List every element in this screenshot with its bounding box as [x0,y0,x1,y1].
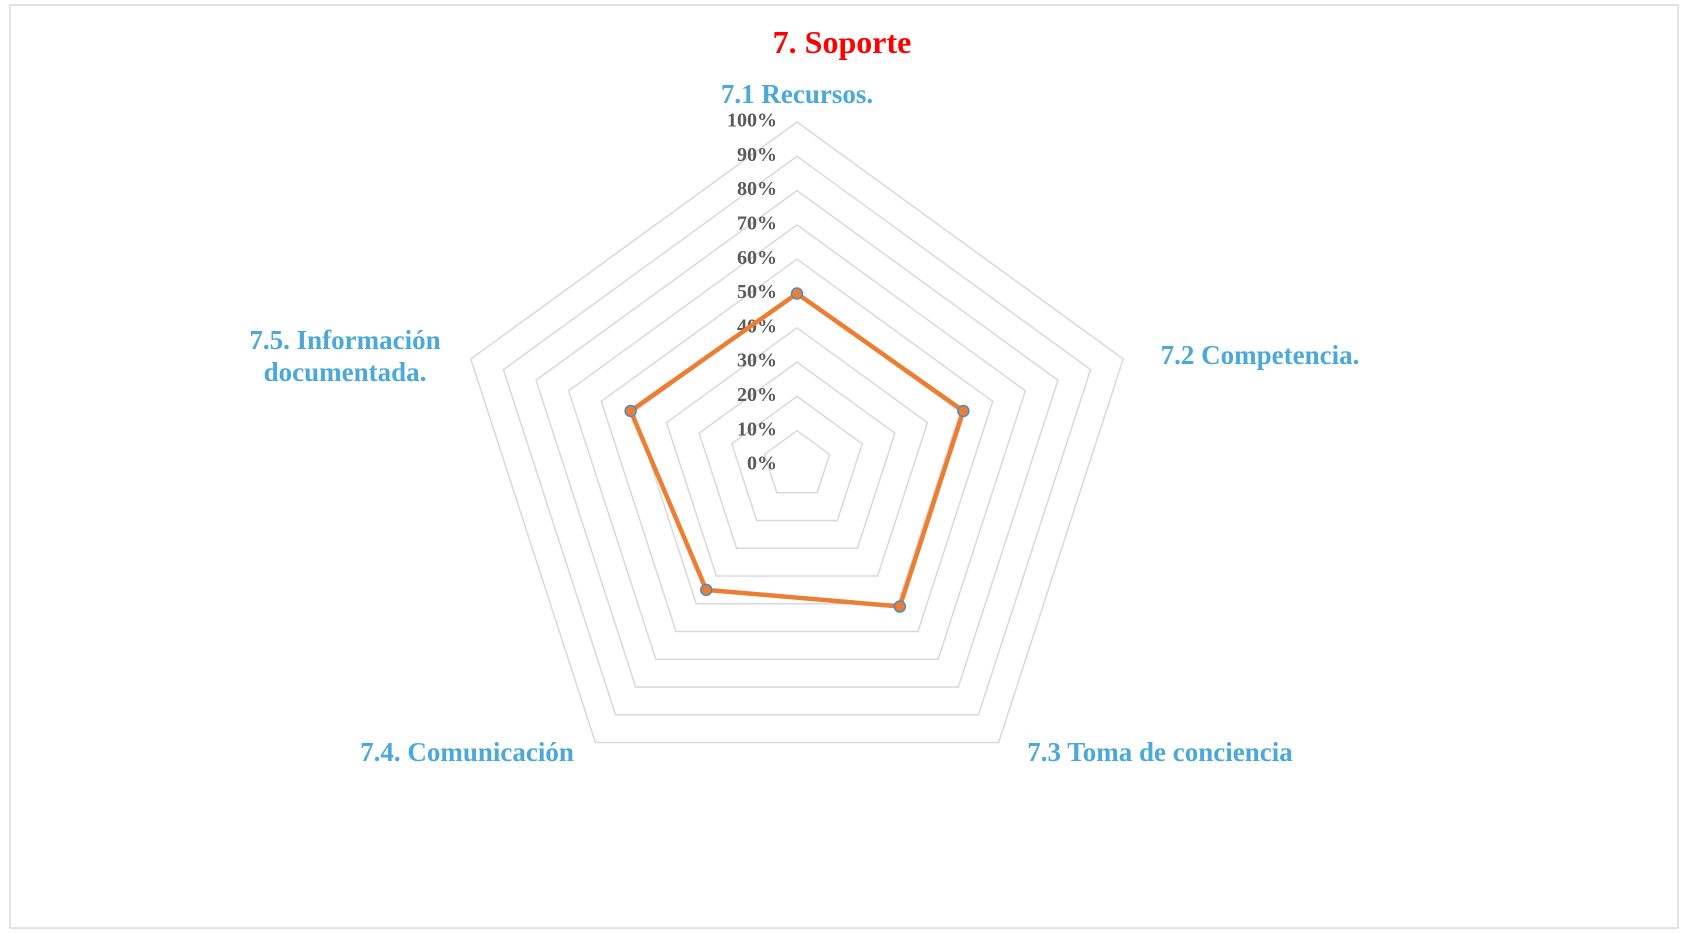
marker [957,404,970,418]
tick-label: 20% [737,384,777,406]
grid-line [502,155,1092,716]
grid-line [763,429,831,494]
tick-label: 100% [727,110,777,132]
category-label: 7.2 Competencia. [1160,340,1360,370]
category-label: 7.1 Recursos. [720,79,874,109]
chart-frame [9,4,1679,929]
grid-line [535,189,1059,688]
marker [893,600,907,613]
tick-label: 90% [737,144,777,166]
category-label: 7.4. Comunicación [360,737,574,767]
marker [790,287,804,300]
tick-label: 50% [737,281,777,303]
category-label: 7.5. Información documentada. [249,325,441,387]
grid-line [469,121,1125,744]
marker [700,583,713,597]
tick-label: 30% [737,350,777,372]
marker [624,404,637,418]
grid-line [665,326,929,577]
tick-label: 40% [737,315,777,337]
tick-label: 0% [747,453,777,475]
grid-line [698,361,896,549]
tick-label: 60% [737,247,777,269]
tick-label: 70% [737,212,777,234]
tick-label: 10% [737,418,777,440]
grid-line [730,395,864,522]
category-label: 7.3 Toma de conciencia [1027,737,1293,767]
grid-line [600,258,994,633]
chart-title: 7. Soporte [772,24,912,60]
grid-line [567,223,1027,660]
grid-line [633,292,961,605]
series-line [628,291,966,609]
tick-label: 80% [737,178,777,200]
